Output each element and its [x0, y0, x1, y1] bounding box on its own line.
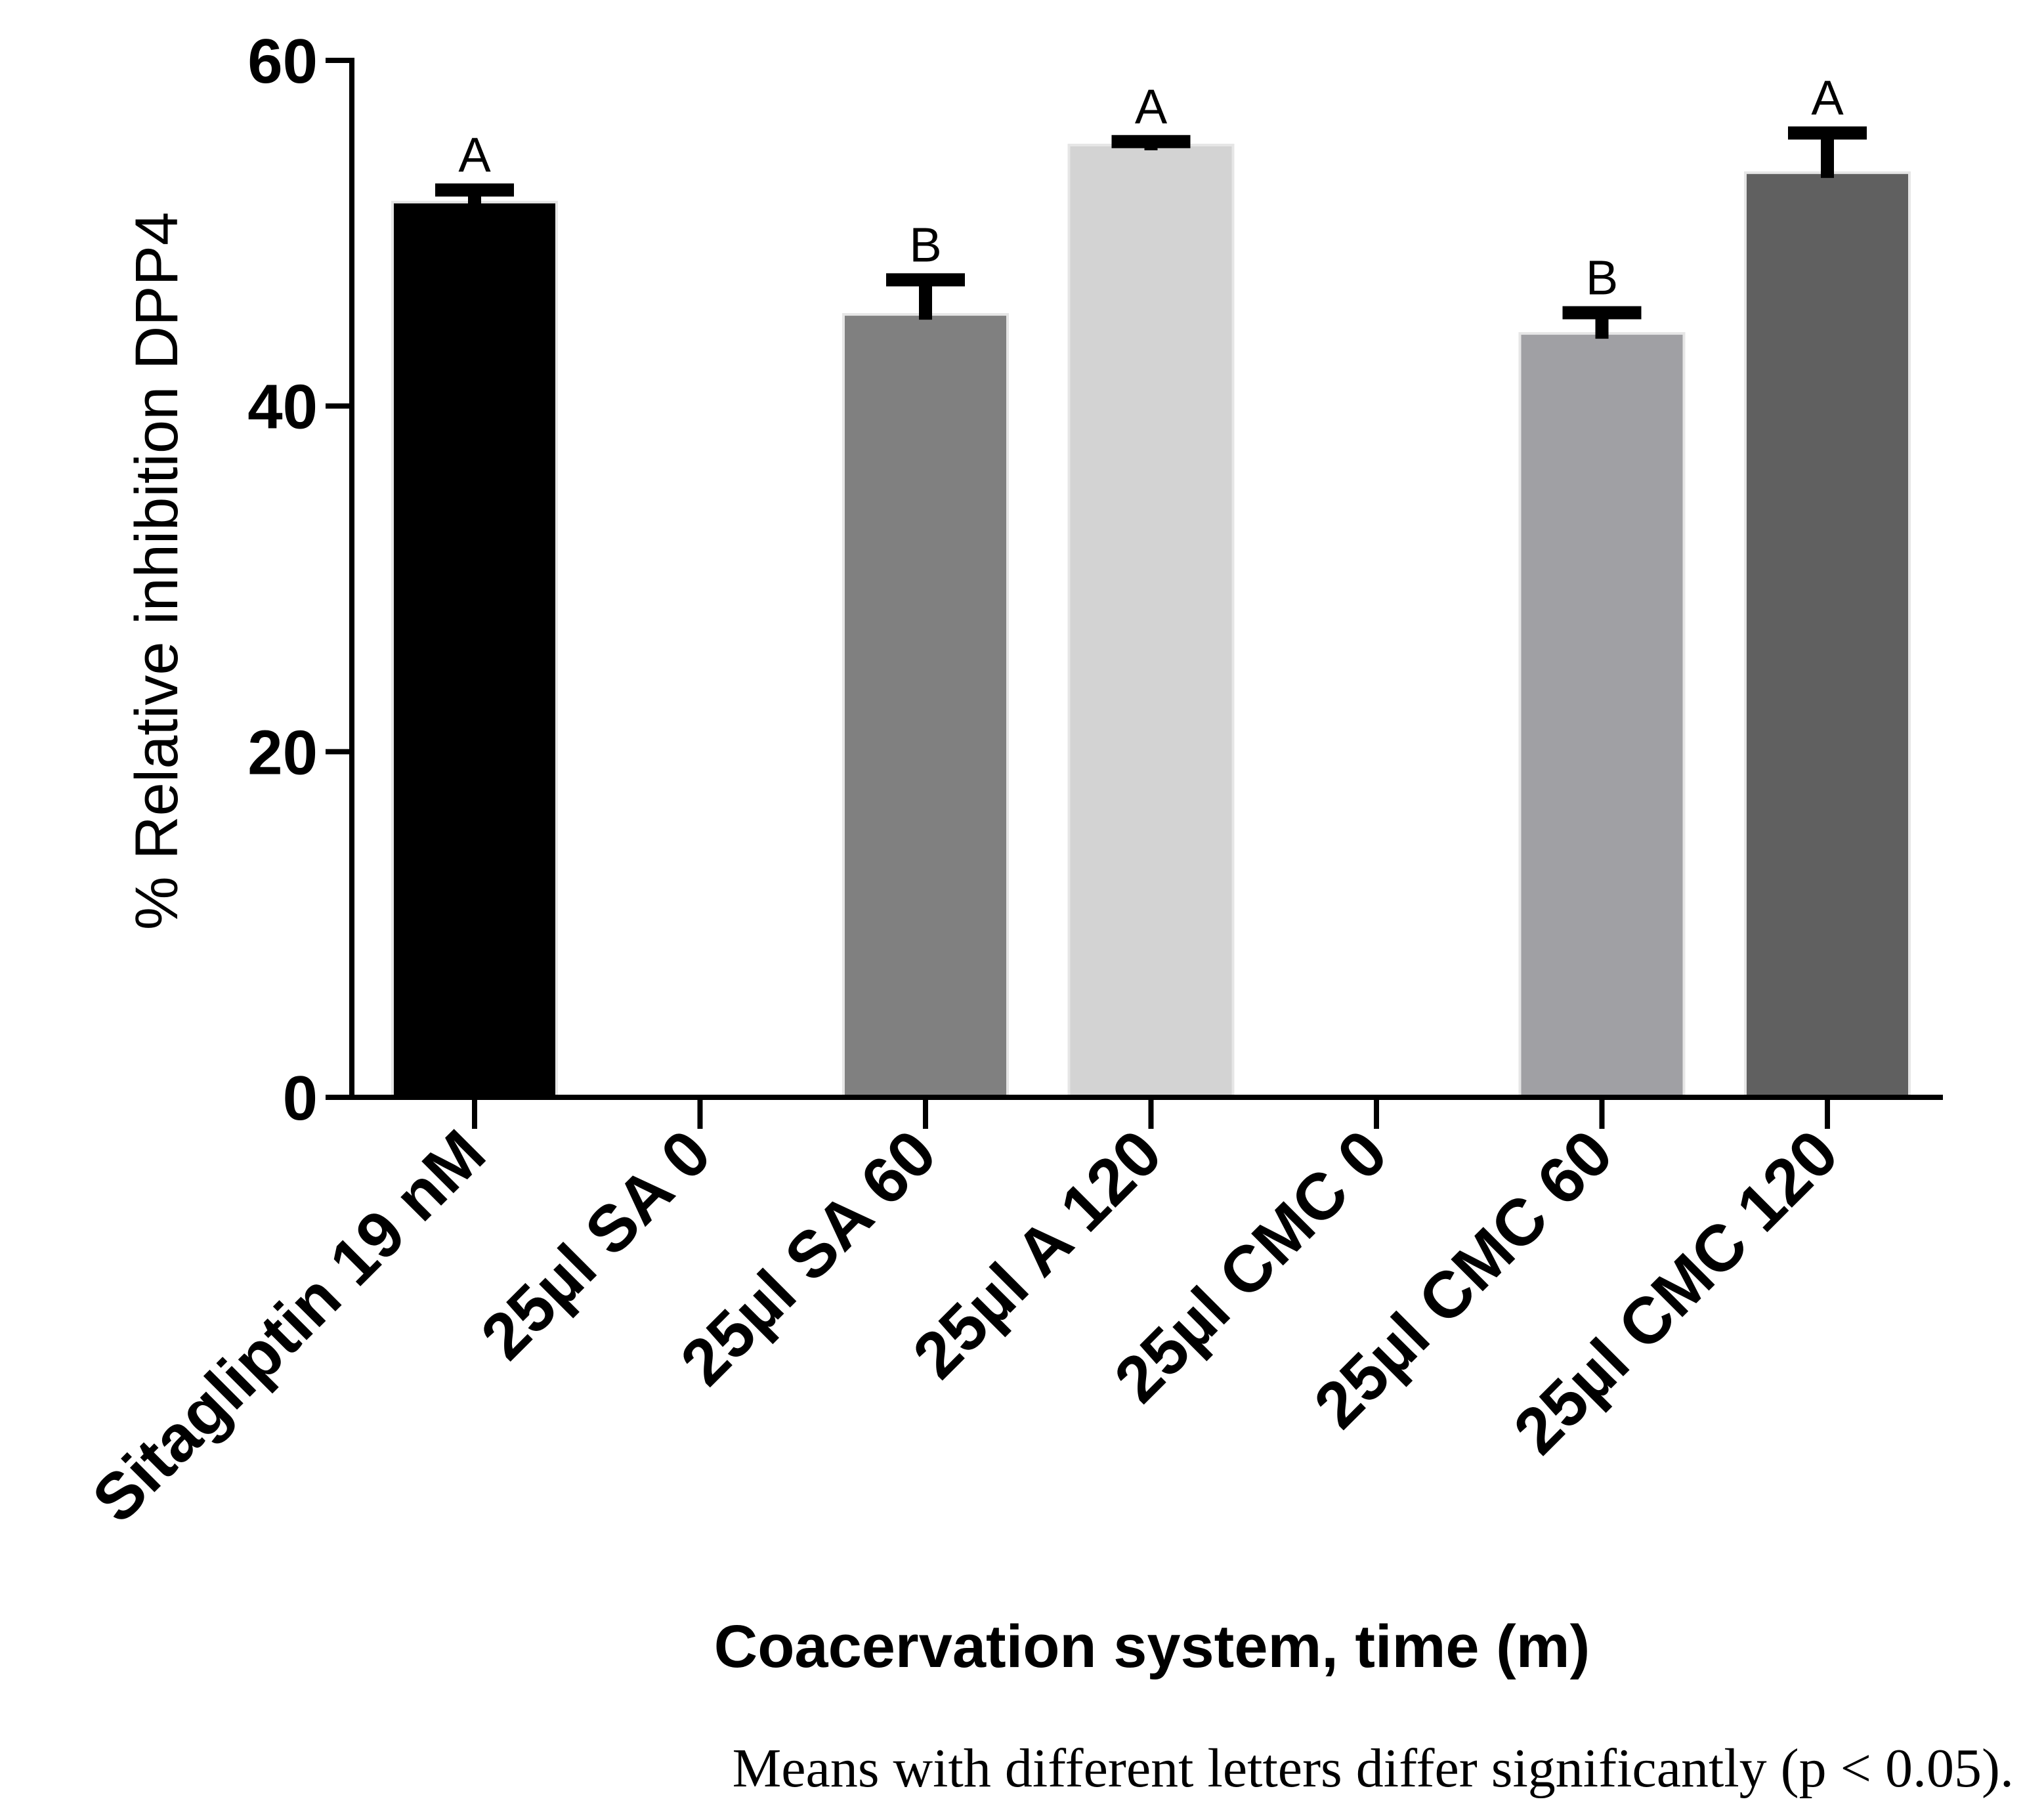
y-axis-title: % Relative inhibition DPP4: [123, 212, 190, 930]
error-bars-group: [435, 126, 1867, 339]
bar: [1067, 144, 1235, 1099]
y-tick-label: 20: [247, 717, 318, 788]
significance-letter: B: [1586, 250, 1618, 305]
bar: [1518, 332, 1686, 1099]
y-tick-label: 0: [283, 1063, 318, 1133]
significance-letter: A: [1135, 79, 1168, 134]
x-tick-label: Sitagliptin 19 nM: [79, 1116, 500, 1536]
significance-letters-group: A B A B A: [458, 71, 1844, 305]
significance-letter: A: [1811, 71, 1844, 125]
x-axis-title: Coacervation system, time (m): [714, 1613, 1590, 1680]
y-ticks-group: 0 20 40 60: [247, 26, 352, 1133]
significance-letter: B: [909, 217, 941, 272]
bar: [391, 200, 558, 1099]
bars-group: [391, 144, 1911, 1099]
significance-letter: A: [458, 128, 491, 182]
y-tick-label: 60: [247, 26, 318, 96]
footnote: Means with different letters differ sign…: [733, 1738, 2014, 1799]
y-tick-label: 40: [247, 372, 318, 442]
bar: [842, 313, 1009, 1099]
bar: [1744, 171, 1911, 1099]
